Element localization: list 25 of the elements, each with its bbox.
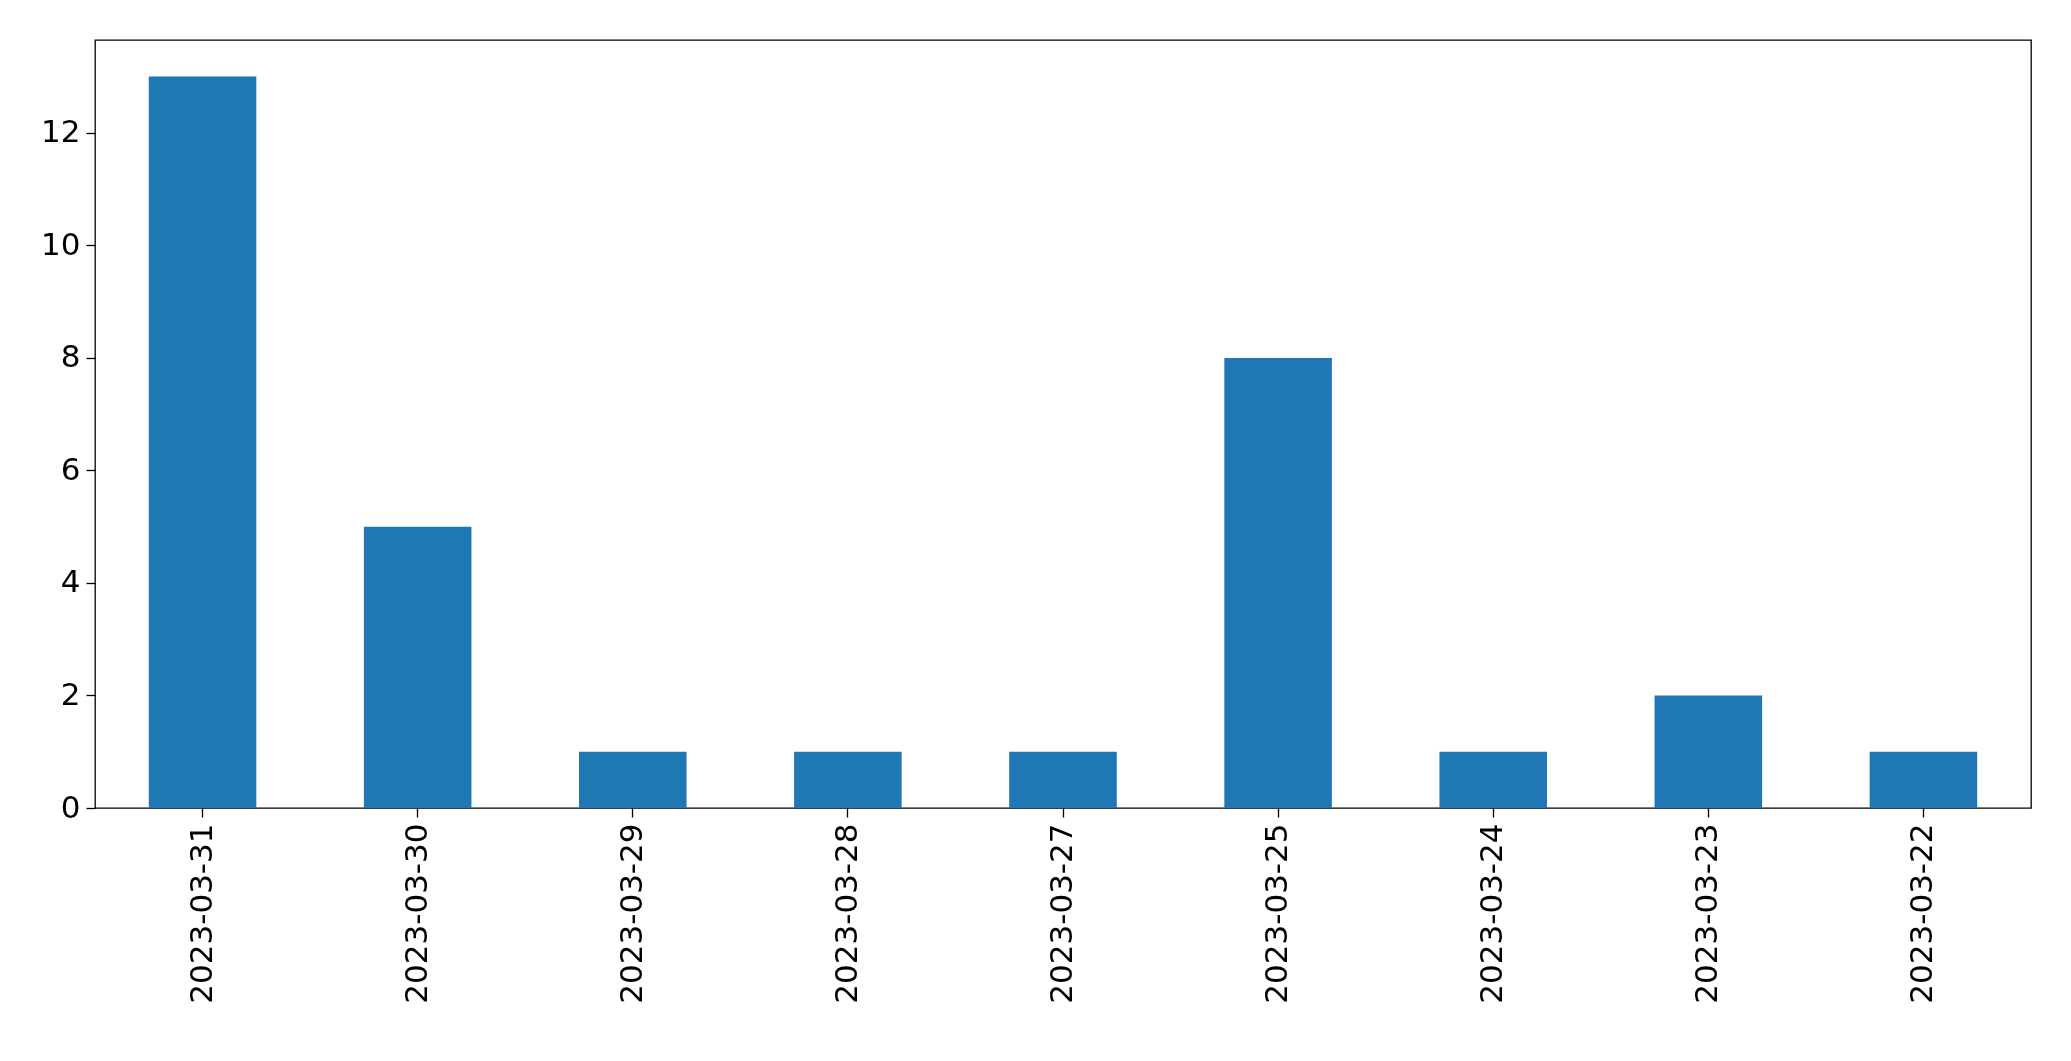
bar: [1439, 751, 1547, 808]
y-tick-label: 6: [60, 450, 81, 487]
bar: [1654, 695, 1763, 808]
x-tick-label: 2023-03-23: [1688, 823, 1725, 1004]
bar: [794, 751, 902, 808]
y-tick-label: 0: [60, 788, 81, 825]
x-tick-label: 2023-03-27: [1043, 823, 1079, 1004]
x-tick-label: 2023-03-31: [182, 823, 219, 1004]
bar: [1224, 357, 1332, 808]
y-tick-label: 4: [60, 563, 81, 600]
x-tick-label: 2023-03-25: [1258, 823, 1295, 1004]
x-tick-label: 2023-03-30: [397, 823, 434, 1004]
y-tick-label: 2: [60, 675, 81, 712]
x-tick-label: 2023-03-28: [827, 823, 864, 1004]
bar: [1869, 751, 1978, 808]
y-tick-label: 12: [41, 113, 81, 150]
y-tick-label: 8: [60, 338, 81, 375]
bar: [148, 76, 257, 808]
x-tick-label: 2023-03-29: [612, 823, 649, 1004]
x-tick-label: 2023-03-24: [1473, 823, 1510, 1004]
bar: [579, 751, 687, 808]
y-tick-label: 10: [41, 225, 81, 262]
bar: [1009, 751, 1117, 808]
bar: [363, 526, 472, 808]
x-tick-label: 2023-03-22: [1903, 823, 1940, 1004]
